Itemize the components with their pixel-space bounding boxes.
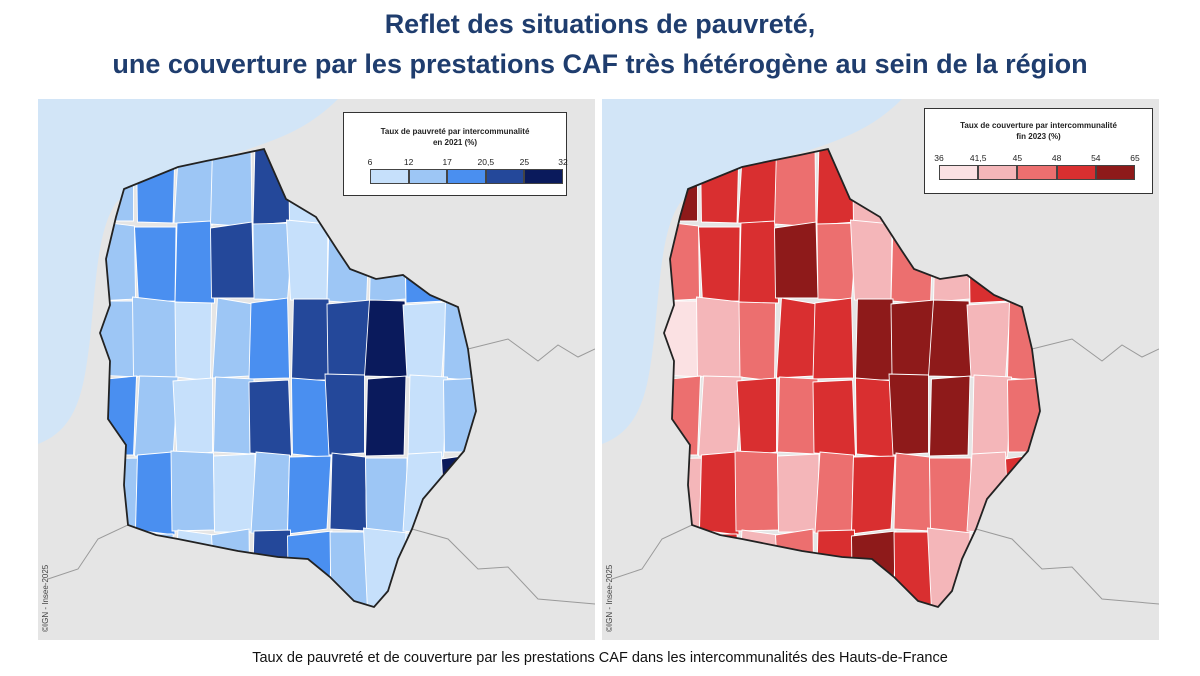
intercommunality-area xyxy=(812,297,854,380)
intercommunality-area xyxy=(210,221,255,299)
intercommunality-area xyxy=(776,297,818,379)
caf-coverage-map: Taux de couverture par intercommunalité … xyxy=(602,99,1159,640)
legend-swatch xyxy=(485,169,525,184)
intercommunality-area xyxy=(812,379,856,457)
poverty-legend: Taux de pauvreté par intercommunalité en… xyxy=(343,112,568,196)
legend-break-label: 12 xyxy=(403,157,414,167)
figure-caption: Taux de pauvreté et de couverture par le… xyxy=(252,650,948,666)
legend-swatch xyxy=(1095,165,1135,180)
legend-swatch xyxy=(370,169,409,184)
page-title-line2: une couverture par les prestations CAF t… xyxy=(112,49,1088,79)
intercommunality-area xyxy=(174,301,212,382)
caf-legend: Taux de couverture par intercommunalité … xyxy=(924,108,1153,194)
neighbour-borders xyxy=(47,338,595,605)
intercommunality-area xyxy=(365,375,407,457)
intercommunality-area xyxy=(286,219,329,303)
intercommunality-area xyxy=(698,375,743,458)
intercommunality-area xyxy=(324,373,365,456)
intercommunality-area xyxy=(890,299,935,376)
intercommunality-area xyxy=(174,220,215,304)
intercommunality-area xyxy=(172,377,213,458)
intercommunality-area xyxy=(213,453,256,533)
intercommunality-area xyxy=(407,374,448,458)
legend-break-label: 54 xyxy=(1091,153,1101,163)
intercommunality-area xyxy=(134,375,179,458)
intercommunality-area xyxy=(402,301,447,380)
legend-swatch xyxy=(524,169,563,184)
intercommunality-area xyxy=(855,377,896,459)
sea xyxy=(38,99,338,444)
map-credit: ©IGN - Insee-2025 xyxy=(41,564,50,632)
intercommunality-area xyxy=(888,373,929,456)
intercommunality-area xyxy=(248,297,290,380)
page-title-line1: Reflet des situations de pauvreté, xyxy=(384,9,816,39)
legend-swatch xyxy=(978,165,1018,180)
map-credit: ©IGN - Insee-2025 xyxy=(605,564,614,632)
intercommunality-area xyxy=(248,379,292,457)
intercommunality-area xyxy=(855,298,894,381)
intercommunality-area xyxy=(929,457,972,534)
legend-swatch xyxy=(408,169,448,184)
legend-swatch xyxy=(1056,165,1096,180)
legend-break-label: 17 xyxy=(442,157,452,167)
legend-break-label: 32 xyxy=(558,157,568,167)
legend-break-label: 25 xyxy=(519,157,530,167)
intercommunality-area xyxy=(850,219,893,303)
intercommunality-area xyxy=(170,450,215,532)
legend-swatch xyxy=(447,169,486,184)
legend-break-label: 65 xyxy=(1130,153,1140,163)
intercommunality-area xyxy=(365,457,408,534)
intercommunality-area xyxy=(738,220,779,304)
intercommunality-area xyxy=(326,299,371,376)
intercommunality-area xyxy=(364,299,409,378)
legend-break-label: 20,5 xyxy=(477,157,495,167)
intercommunality-area xyxy=(929,375,971,457)
intercommunality-area xyxy=(212,297,254,379)
legend-break-label: 45 xyxy=(1012,153,1023,163)
region-border xyxy=(663,147,1041,609)
intercommunality-area xyxy=(132,296,178,380)
intercommunality-area xyxy=(134,226,177,303)
legend-title-line1: Taux de pauvreté par intercommunalité xyxy=(380,127,530,136)
poverty-map: Taux de pauvreté par intercommunalité en… xyxy=(38,99,595,640)
intercommunality-area xyxy=(966,301,1011,380)
legend-title-line1: Taux de couverture par intercommunalité xyxy=(960,121,1117,130)
caf-coverage-map-canvas xyxy=(602,99,1159,640)
legend-break-label: 41,5 xyxy=(969,153,987,163)
intercommunality-area xyxy=(928,299,973,378)
intercommunality-area xyxy=(736,377,777,458)
intercommunality-area xyxy=(291,377,332,459)
neighbour-borders xyxy=(611,338,1159,605)
intercommunality-area xyxy=(287,455,332,535)
intercommunality-area xyxy=(291,298,330,381)
sea xyxy=(602,99,902,444)
intercommunality-area xyxy=(135,451,176,536)
intercommunality-area xyxy=(814,451,854,535)
legend-swatch xyxy=(1017,165,1057,180)
intercommunality-area xyxy=(698,226,741,303)
intercommunality-area xyxy=(777,376,819,455)
region-border xyxy=(99,147,477,609)
intercommunality-area xyxy=(696,296,742,380)
legend-title-line2: fin 2023 (%) xyxy=(1016,132,1061,141)
intercommunality-area xyxy=(851,455,896,535)
intercommunality-area xyxy=(893,452,931,532)
intercommunality-area xyxy=(213,376,255,455)
legend-title-line2: en 2021 (%) xyxy=(432,138,478,147)
intercommunality-area xyxy=(971,374,1012,458)
legend-swatch xyxy=(939,165,979,180)
legend-break-label: 6 xyxy=(367,157,373,167)
intercommunality-area xyxy=(699,451,740,536)
intercommunality-area xyxy=(329,452,367,532)
intercommunality-area xyxy=(738,301,776,382)
legend-break-label: 48 xyxy=(1051,153,1062,163)
intercommunality-area xyxy=(774,221,819,299)
intercommunality-area xyxy=(250,451,290,535)
intercommunality-area xyxy=(777,453,820,533)
intercommunality-area xyxy=(734,450,779,532)
legend-break-label: 36 xyxy=(934,153,944,163)
